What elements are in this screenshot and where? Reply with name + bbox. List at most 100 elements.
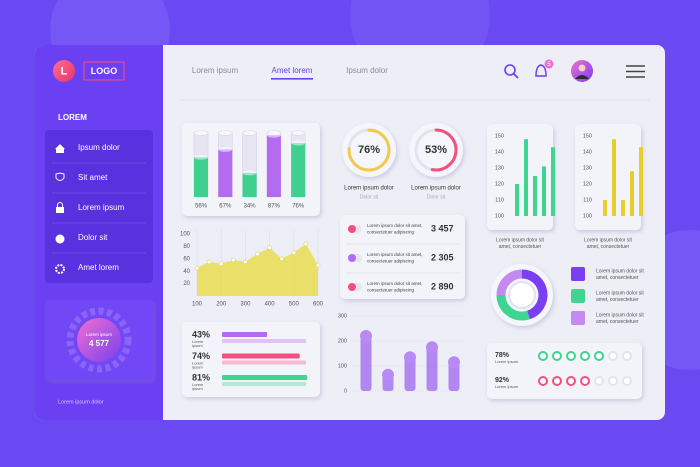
bar xyxy=(551,147,555,216)
area-point xyxy=(243,259,248,265)
toggle-knob xyxy=(348,225,356,233)
column xyxy=(448,362,460,391)
menu-icons xyxy=(55,144,65,274)
donut-slice xyxy=(521,269,548,320)
logo-text: LOGO xyxy=(91,66,118,76)
area xyxy=(197,243,318,296)
progress-caption: Lorem xyxy=(192,361,204,366)
gauge-subtitle: Dolor sit xyxy=(427,194,446,200)
y-tick-label: 20 xyxy=(183,281,190,287)
gear xyxy=(66,307,132,373)
menu-item[interactable]: Lorem ipsum xyxy=(78,203,125,212)
icon-lock-arc xyxy=(57,202,63,207)
chart-caption: amet, consectetuer xyxy=(587,244,630,250)
chart-caption: Lorem ipsum dolor sit xyxy=(496,237,544,243)
nav-link[interactable]: Amet lorem xyxy=(272,66,313,75)
bar-top xyxy=(291,140,306,146)
y-tick-label: 40 xyxy=(183,269,190,275)
toggle-knob xyxy=(348,254,356,262)
bar-label: 87% xyxy=(268,204,281,210)
bell-icon[interactable] xyxy=(535,64,547,77)
dot xyxy=(538,376,548,386)
y-tick-label: 120 xyxy=(495,181,504,187)
dot-caption: Lorem ipsum xyxy=(495,384,519,389)
column-cap xyxy=(404,351,416,364)
sidebar-footer: Lorem ipsum dolor xyxy=(58,399,104,405)
area-point xyxy=(315,262,321,268)
list-value: 2 305 xyxy=(431,252,454,262)
icon-home xyxy=(55,144,65,153)
progress-caption: ipsum xyxy=(192,343,203,348)
gauge-title: Lorem ipsum dolor xyxy=(411,186,461,192)
bar xyxy=(603,200,607,216)
bar-top xyxy=(194,154,208,160)
menu-item[interactable]: Amet lorem xyxy=(78,263,119,272)
badge-count: 5 xyxy=(547,62,551,68)
sidebar-edge xyxy=(150,45,163,420)
menu-box xyxy=(45,130,153,283)
card xyxy=(340,215,465,299)
area-point xyxy=(194,265,200,271)
gear-core xyxy=(77,318,121,362)
progress-bar xyxy=(222,332,268,337)
bar xyxy=(524,139,528,216)
progress-label: 81% xyxy=(192,372,210,382)
progress-label: 43% xyxy=(192,329,210,339)
y-tick-label: 60 xyxy=(183,256,190,262)
bar-top xyxy=(218,146,233,152)
list-text: Lorem ipsum dolor sit amet, xyxy=(367,223,423,228)
dot xyxy=(594,351,604,361)
search-icon[interactable] xyxy=(504,64,516,76)
nav-link[interactable]: Ipsum dolor xyxy=(346,66,388,75)
nav-link[interactable]: Lorem ipsum xyxy=(192,66,239,75)
logo-box xyxy=(83,61,125,81)
badge xyxy=(544,59,554,69)
y-tick-label: 120 xyxy=(583,181,592,187)
x-tick-label: 400 xyxy=(265,302,276,308)
logo-letter: L xyxy=(61,65,68,77)
progress-track xyxy=(222,360,306,365)
y-tick-label: 300 xyxy=(338,313,347,319)
toggle-knob xyxy=(348,283,356,291)
y-tick-label: 110 xyxy=(583,197,592,203)
x-tick-label: 300 xyxy=(240,302,251,308)
list-value: 2 890 xyxy=(431,281,454,291)
bar-label: 67% xyxy=(219,204,232,210)
progress-track xyxy=(222,339,306,343)
progress-caption: ipsum xyxy=(192,386,203,391)
list-text: consectetuer adipiscing xyxy=(367,259,415,264)
icon-dollar xyxy=(55,234,65,244)
x-tick-label: 100 xyxy=(192,302,203,308)
bar xyxy=(194,157,208,197)
menu-item[interactable]: Dolor sit xyxy=(78,233,108,242)
bar-tube-top xyxy=(193,130,209,136)
bar-tube-top xyxy=(242,130,257,136)
list-value: 3 457 xyxy=(431,223,454,233)
gauge-arc xyxy=(347,128,391,172)
icon-shield xyxy=(55,172,65,181)
bar xyxy=(542,166,546,216)
dot-label: 78% xyxy=(495,352,510,359)
dot xyxy=(608,351,618,361)
menu-button[interactable] xyxy=(626,65,645,78)
bar xyxy=(533,176,537,216)
area-point xyxy=(279,256,285,262)
icon-lock xyxy=(56,207,64,213)
progress-caption: Lorem xyxy=(192,382,204,387)
x-tick-label: 200 xyxy=(216,302,227,308)
bar xyxy=(630,171,634,216)
bar xyxy=(291,143,306,197)
area-point xyxy=(206,259,212,265)
column xyxy=(404,357,416,391)
x-tick-label: 500 xyxy=(289,302,300,308)
menu-item[interactable]: Sit amet xyxy=(78,173,108,182)
donut-slice xyxy=(496,294,530,321)
menu-item[interactable]: Ipsum dolor xyxy=(78,143,120,152)
bar xyxy=(218,149,233,197)
card xyxy=(487,343,642,399)
y-tick-label: 140 xyxy=(583,149,592,155)
bar-top xyxy=(242,170,257,176)
column-cap xyxy=(382,368,394,381)
bar-top xyxy=(266,132,281,138)
